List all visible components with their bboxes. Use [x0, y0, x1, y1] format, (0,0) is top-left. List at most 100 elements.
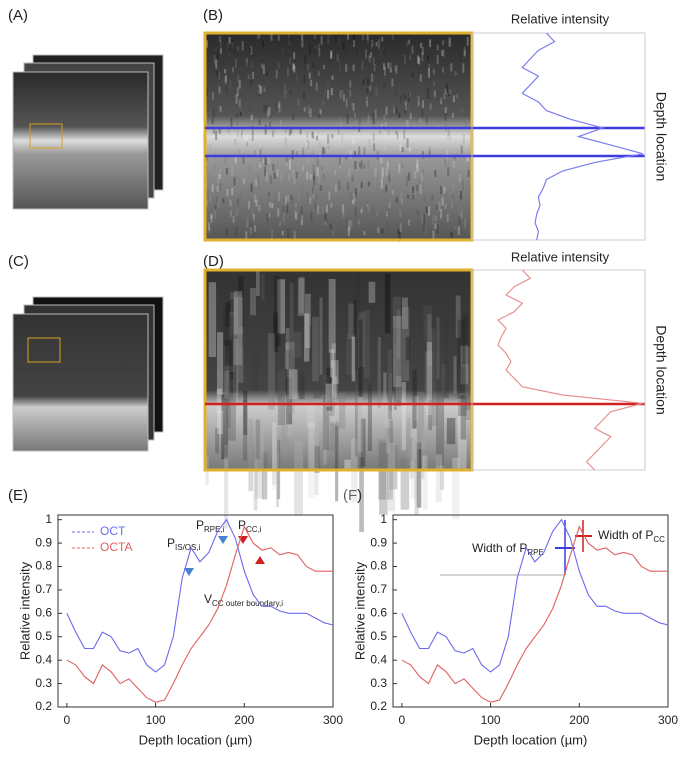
texture [353, 112, 356, 118]
texture [460, 191, 463, 200]
texture [253, 213, 256, 221]
texture [227, 379, 236, 441]
x-tick-label: 100 [146, 713, 166, 727]
texture [321, 186, 324, 195]
texture [406, 138, 409, 148]
texture [213, 63, 216, 71]
texture [348, 220, 351, 231]
texture [338, 180, 341, 190]
y-tick-label: 0.4 [370, 652, 387, 666]
texture [442, 49, 445, 57]
texture [458, 210, 461, 219]
texture [370, 90, 373, 98]
texture [342, 94, 345, 101]
texture [436, 386, 445, 466]
texture [225, 101, 228, 111]
texture [300, 210, 303, 221]
texture [283, 101, 286, 109]
texture [267, 333, 275, 410]
texture [452, 158, 455, 168]
texture [340, 155, 343, 164]
texture [284, 90, 287, 99]
texture [445, 83, 448, 93]
texture [253, 458, 258, 511]
texture [356, 49, 359, 55]
texture [352, 102, 355, 111]
texture [381, 168, 384, 178]
texture [276, 162, 279, 170]
texture [294, 210, 297, 219]
profile-frame [471, 32, 646, 241]
texture [398, 151, 401, 157]
octa-image [205, 270, 472, 470]
texture [214, 204, 217, 209]
texture [322, 64, 325, 70]
texture [229, 79, 232, 90]
texture [394, 66, 397, 72]
texture [423, 305, 432, 342]
texture [390, 174, 393, 180]
texture [277, 279, 286, 334]
texture [294, 203, 297, 208]
texture [401, 92, 404, 101]
texture [319, 109, 322, 115]
texture [457, 207, 460, 217]
texture [302, 164, 305, 171]
texture [272, 163, 275, 171]
texture [322, 375, 330, 451]
texture [218, 33, 221, 43]
texture [214, 46, 217, 52]
texture [336, 54, 339, 62]
texture [363, 147, 366, 155]
texture [376, 33, 379, 40]
texture [307, 155, 310, 165]
texture [337, 34, 340, 44]
texture [352, 139, 355, 145]
texture [320, 36, 323, 45]
texture [238, 79, 241, 89]
texture [281, 47, 284, 54]
texture [416, 209, 419, 216]
texture [426, 87, 429, 94]
texture [254, 424, 264, 499]
texture [289, 283, 294, 350]
texture [303, 107, 306, 112]
texture [260, 171, 263, 180]
texture [297, 190, 300, 199]
texture [375, 86, 378, 96]
texture [261, 40, 264, 48]
texture [418, 57, 421, 65]
texture [354, 160, 357, 170]
texture [285, 155, 288, 162]
texture [208, 282, 217, 358]
texture [350, 192, 353, 200]
texture [349, 150, 352, 159]
plot-frame [57, 514, 334, 708]
texture [367, 114, 370, 124]
texture [386, 211, 389, 217]
texture [339, 160, 342, 169]
texture [275, 69, 278, 79]
texture [346, 334, 356, 376]
texture [366, 204, 369, 213]
texture [238, 98, 241, 108]
texture [455, 100, 458, 107]
texture [264, 124, 267, 135]
texture [361, 160, 364, 168]
texture [432, 230, 435, 241]
texture [383, 81, 386, 89]
texture [348, 303, 354, 340]
y-tick-label: 0.9 [35, 535, 52, 549]
texture [278, 191, 281, 202]
texture [286, 203, 289, 213]
texture [224, 76, 227, 82]
texture [205, 111, 208, 119]
texture [366, 88, 369, 93]
texture [225, 167, 228, 175]
texture [230, 117, 233, 128]
texture [292, 168, 295, 178]
texture [227, 128, 230, 134]
texture [224, 339, 233, 366]
texture [421, 428, 425, 480]
axis-label: Depth location [653, 325, 669, 415]
